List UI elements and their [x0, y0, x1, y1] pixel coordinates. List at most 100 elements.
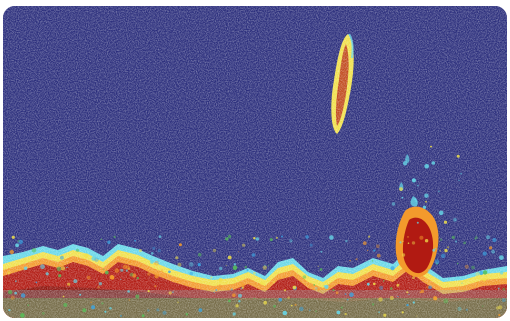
echo-particle [17, 239, 20, 242]
echo-particle [156, 308, 160, 312]
echo-particle [97, 286, 100, 289]
echo-particle [212, 248, 217, 253]
echo-particle [155, 263, 158, 265]
echo-particle [402, 161, 408, 166]
echo-particle [219, 266, 223, 271]
echo-particle [460, 172, 462, 175]
echo-particle [120, 268, 124, 272]
echo-particle [15, 243, 19, 248]
echo-particle [31, 248, 37, 253]
echo-particle [41, 312, 45, 315]
echo-particle [447, 246, 450, 249]
echo-particle [58, 274, 62, 278]
echo-particle [189, 262, 194, 267]
echo-particle [273, 304, 276, 308]
echo-particle [406, 303, 409, 307]
echo-particle [198, 308, 203, 312]
echo-particle [101, 302, 104, 305]
echo-particle [238, 293, 242, 298]
echo-particle [389, 287, 393, 290]
echo-particle [233, 280, 236, 284]
echo-particle [218, 284, 222, 288]
echo-particle [269, 237, 273, 241]
echo-particle [45, 272, 49, 276]
echo-particle [218, 278, 223, 282]
echo-particle [376, 253, 381, 258]
echo-particle [143, 258, 145, 260]
echo-particle [197, 252, 202, 257]
echo-particle [324, 284, 329, 289]
echo-particle [91, 256, 96, 261]
echo-particle [453, 217, 457, 222]
echo-particle [427, 269, 431, 272]
echo-particle [113, 235, 116, 239]
echo-particle [56, 266, 62, 272]
echo-particle [275, 236, 278, 239]
echo-particle [172, 291, 174, 293]
echo-particle [232, 265, 238, 271]
echo-particle [415, 200, 418, 203]
echo-particle [105, 270, 109, 275]
echo-particle [103, 268, 105, 271]
echo-particle [127, 267, 131, 271]
echo-particle [244, 265, 247, 269]
echo-particle [492, 237, 497, 243]
echo-particle [10, 295, 15, 300]
echo-particle [401, 253, 406, 257]
echo-particle [313, 284, 316, 286]
echo-particle [292, 285, 297, 290]
echo-particle [336, 310, 341, 315]
echo-particle [104, 310, 107, 313]
echo-particle [497, 287, 500, 290]
echo-particle [107, 240, 111, 244]
echo-particle [290, 304, 293, 307]
echo-particle [491, 249, 495, 254]
echo-particle [419, 235, 424, 240]
echo-particle [189, 271, 194, 276]
echo-particle [438, 210, 444, 216]
echo-particle [315, 287, 318, 290]
echo-particle [82, 308, 87, 313]
echo-particle [150, 252, 154, 255]
echo-particle [27, 304, 30, 307]
echo-particle [269, 238, 273, 242]
echo-particle [378, 297, 383, 302]
echo-particle [11, 235, 15, 239]
echo-particle [457, 306, 462, 311]
echo-particle [263, 300, 268, 305]
echo-particle [227, 255, 232, 260]
echo-particle [14, 280, 17, 283]
echo-particle [465, 308, 468, 311]
echo-particle [502, 287, 506, 291]
echo-particle [154, 285, 157, 288]
echo-particle [479, 270, 484, 276]
echo-particle [128, 299, 130, 301]
echo-particle [282, 310, 288, 316]
echo-particle [125, 269, 128, 272]
echo-particle [402, 240, 404, 243]
echo-particle [366, 282, 370, 286]
echo-particle [482, 251, 487, 256]
echo-particle [422, 205, 427, 209]
echo-particle [443, 220, 448, 224]
echo-particle [147, 309, 150, 312]
echo-particle [227, 234, 232, 239]
echo-particle [134, 239, 137, 242]
echo-particle [225, 265, 227, 267]
echo-particle [309, 309, 311, 312]
echo-particle [487, 267, 490, 269]
echo-particle [305, 235, 309, 239]
echo-particle [417, 184, 419, 187]
echo-particle [278, 297, 283, 302]
echo-particle [267, 264, 270, 266]
echo-particle [355, 258, 358, 261]
echo-particle [158, 235, 162, 239]
echo-particle [396, 283, 400, 287]
echo-particle [241, 283, 245, 288]
echo-particle [215, 289, 218, 291]
echo-particle [434, 259, 440, 265]
echo-particle [457, 262, 459, 265]
echo-particle [344, 293, 347, 295]
echo-particle [498, 305, 503, 310]
echo-particle [73, 279, 78, 284]
